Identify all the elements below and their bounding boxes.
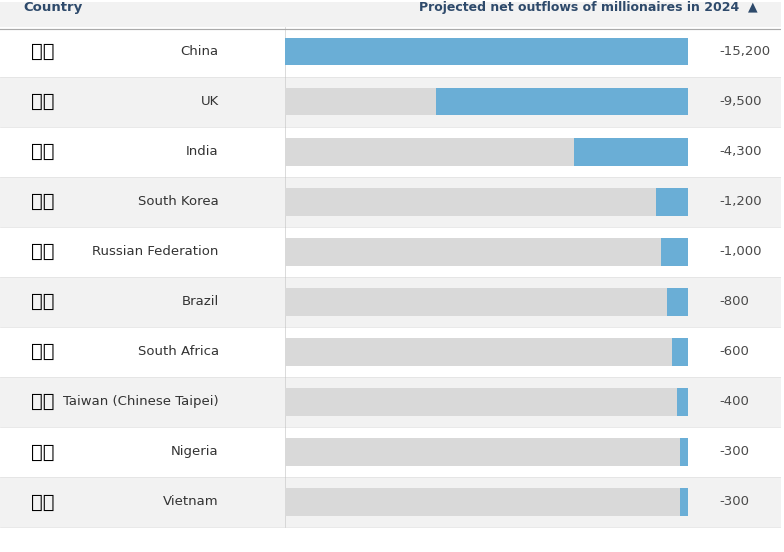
Text: India: India [186,145,219,158]
FancyBboxPatch shape [666,288,688,316]
FancyBboxPatch shape [677,388,688,416]
FancyBboxPatch shape [672,338,688,365]
Text: 🇿🇦: 🇿🇦 [31,342,55,362]
Text: -1,200: -1,200 [719,195,761,208]
Text: 🇷🇺: 🇷🇺 [31,242,55,261]
FancyBboxPatch shape [574,138,688,166]
FancyBboxPatch shape [285,38,688,66]
Text: UK: UK [201,95,219,108]
Text: 🇬🇧: 🇬🇧 [31,92,55,112]
Text: 🇳🇬: 🇳🇬 [31,443,55,461]
Text: -15,200: -15,200 [719,45,770,58]
Text: Vietnam: Vietnam [163,496,219,508]
FancyBboxPatch shape [0,427,782,477]
FancyBboxPatch shape [285,38,688,66]
Text: South Africa: South Africa [138,346,219,358]
FancyBboxPatch shape [0,0,782,29]
FancyBboxPatch shape [285,388,688,416]
Text: 🇮🇳: 🇮🇳 [31,142,55,161]
Text: 🇰🇷: 🇰🇷 [31,192,55,211]
Text: Russian Federation: Russian Federation [93,245,219,258]
FancyBboxPatch shape [285,438,688,466]
Text: -4,300: -4,300 [719,145,761,158]
Text: 🇹🇼: 🇹🇼 [31,392,55,411]
Text: -1,000: -1,000 [719,245,761,258]
Text: 🇻🇳: 🇻🇳 [31,492,55,512]
FancyBboxPatch shape [0,377,782,427]
Text: -800: -800 [719,295,749,309]
Text: Country: Country [24,2,82,14]
FancyBboxPatch shape [285,88,688,115]
Text: Taiwan (Chinese Taipei): Taiwan (Chinese Taipei) [64,395,219,408]
FancyBboxPatch shape [0,177,782,227]
FancyBboxPatch shape [0,477,782,527]
Text: 🇧🇷: 🇧🇷 [31,293,55,311]
Text: South Korea: South Korea [138,195,219,208]
Text: Brazil: Brazil [182,295,219,309]
FancyBboxPatch shape [0,277,782,327]
Text: -300: -300 [719,445,749,459]
FancyBboxPatch shape [0,26,782,77]
Text: China: China [180,45,219,58]
FancyBboxPatch shape [661,238,688,266]
FancyBboxPatch shape [656,188,688,215]
FancyBboxPatch shape [436,88,688,115]
FancyBboxPatch shape [680,488,688,516]
FancyBboxPatch shape [285,288,688,316]
FancyBboxPatch shape [0,77,782,127]
FancyBboxPatch shape [285,188,688,215]
FancyBboxPatch shape [285,488,688,516]
FancyBboxPatch shape [0,227,782,277]
FancyBboxPatch shape [285,238,688,266]
Text: -300: -300 [719,496,749,508]
Text: Nigeria: Nigeria [171,445,219,459]
FancyBboxPatch shape [285,138,688,166]
FancyBboxPatch shape [680,438,688,466]
Text: -9,500: -9,500 [719,95,761,108]
FancyBboxPatch shape [0,327,782,377]
Text: -600: -600 [719,346,749,358]
Text: Projected net outflows of millionaires in 2024  ▲: Projected net outflows of millionaires i… [419,2,758,14]
FancyBboxPatch shape [0,127,782,177]
Text: 🇨🇳: 🇨🇳 [31,42,55,61]
FancyBboxPatch shape [285,338,688,365]
Text: -400: -400 [719,395,749,408]
